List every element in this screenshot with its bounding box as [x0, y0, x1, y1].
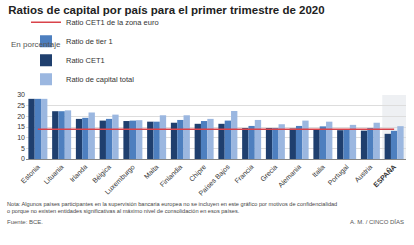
svg-text:Ratio CET1 de la zona euro: Ratio CET1 de la zona euro: [66, 18, 159, 27]
svg-text:10: 10: [17, 134, 25, 141]
svg-text:Luxemburgo: Luxemburgo: [104, 163, 137, 196]
svg-text:A. M. / CINCO DÍAS: A. M. / CINCO DÍAS: [350, 219, 404, 225]
svg-text:Austria: Austria: [353, 163, 373, 183]
svg-text:5: 5: [21, 145, 25, 152]
svg-text:Grecia: Grecia: [259, 163, 279, 183]
svg-text:Alemania: Alemania: [277, 163, 303, 189]
svg-text:Bélgica: Bélgica: [91, 163, 113, 185]
svg-text:30: 30: [17, 91, 25, 98]
svg-text:Irlanda: Irlanda: [68, 163, 88, 183]
svg-text:25: 25: [17, 102, 25, 109]
svg-text:Ratio de capital total: Ratio de capital total: [66, 75, 134, 84]
svg-text:Ratio de tier 1: Ratio de tier 1: [66, 37, 113, 46]
svg-text:Países Bajos: Países Bajos: [197, 163, 232, 198]
svg-text:Italia: Italia: [311, 163, 326, 178]
svg-text:Lituania: Lituania: [43, 163, 65, 185]
svg-text:Ratio CET1: Ratio CET1: [66, 56, 105, 65]
svg-text:Malta: Malta: [143, 163, 160, 180]
svg-text:En porcentaje: En porcentaje: [11, 40, 61, 49]
svg-text:Ratios de capital por país par: Ratios de capital por país para el prime…: [8, 4, 324, 16]
svg-text:20: 20: [17, 113, 25, 120]
svg-text:Nota: Algunos países participa: Nota: Algunos países participantes en la…: [7, 201, 337, 214]
svg-text:ESPAÑA: ESPAÑA: [371, 162, 397, 188]
svg-text:Fuente: BCE.: Fuente: BCE.: [7, 219, 43, 225]
svg-text:Estonia: Estonia: [20, 163, 42, 185]
svg-text:Portugal: Portugal: [326, 163, 350, 187]
svg-text:Chipre: Chipre: [188, 163, 208, 183]
svg-text:15: 15: [17, 123, 25, 130]
svg-text:Francia: Francia: [233, 163, 255, 185]
svg-text:Finlandia: Finlandia: [159, 163, 184, 188]
svg-text:0: 0: [21, 155, 25, 162]
